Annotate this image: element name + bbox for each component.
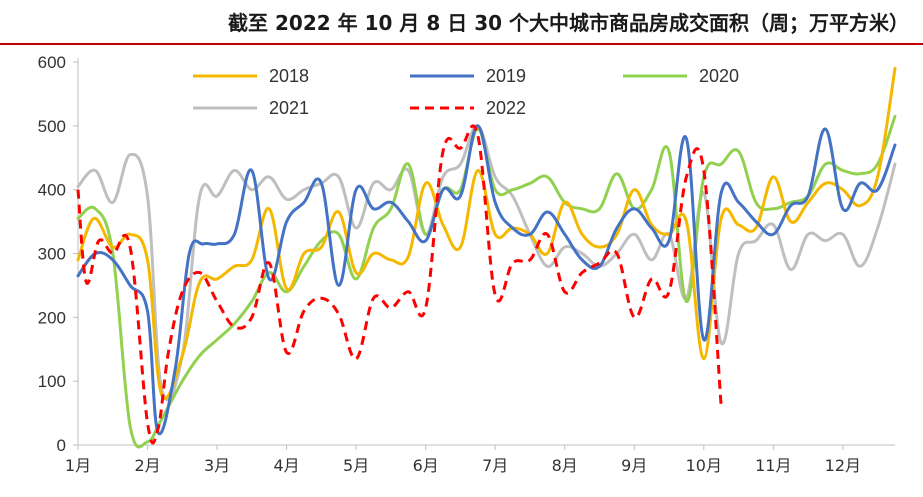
y-tick-label: 100	[38, 372, 66, 391]
x-tick-label: 2月	[134, 456, 160, 475]
y-tick-label: 300	[38, 245, 66, 264]
axes: 0 100 200 300 400 500 600 1月 2月 3月 4月 5月 6月 7月 8月 9月 10月…	[38, 53, 895, 475]
x-tick-label: 7月	[482, 456, 508, 475]
y-tick-label: 0	[57, 436, 66, 455]
series-line-2022	[76, 124, 723, 445]
x-tick-label: 11月	[755, 456, 791, 475]
x-tick-label: 6月	[413, 456, 439, 475]
x-tick-label: 4月	[274, 456, 300, 475]
chart-title: 截至 2022 年 10 月 8 日 30 个大中城市商品房成交面积（周；万平方…	[228, 10, 909, 35]
y-tick-label: 500	[38, 117, 66, 136]
y-tick-label: 200	[38, 308, 66, 327]
x-tick-label: 1月	[65, 456, 91, 475]
legend-label-2021: 2021	[269, 98, 309, 118]
series-layer	[76, 66, 897, 449]
legend: 2018 2019 2020 2021 2022	[193, 66, 739, 118]
title-underline	[0, 43, 923, 45]
series-line-2019	[76, 124, 897, 436]
x-tick-label: 3月	[204, 456, 230, 475]
x-tick-label: 9月	[621, 456, 647, 475]
series-line-2018	[76, 66, 897, 400]
legend-label-2020: 2020	[699, 66, 739, 86]
x-tick-label: 5月	[343, 456, 369, 475]
y-tick-label: 600	[38, 53, 66, 72]
y-tick-label: 400	[38, 181, 66, 200]
legend-label-2022: 2022	[486, 98, 526, 118]
x-tick-label: 8月	[552, 456, 578, 475]
x-tick-label: 12月	[825, 456, 861, 475]
x-tick-label: 10月	[686, 456, 722, 475]
legend-label-2019: 2019	[486, 66, 526, 86]
legend-label-2018: 2018	[269, 66, 309, 86]
